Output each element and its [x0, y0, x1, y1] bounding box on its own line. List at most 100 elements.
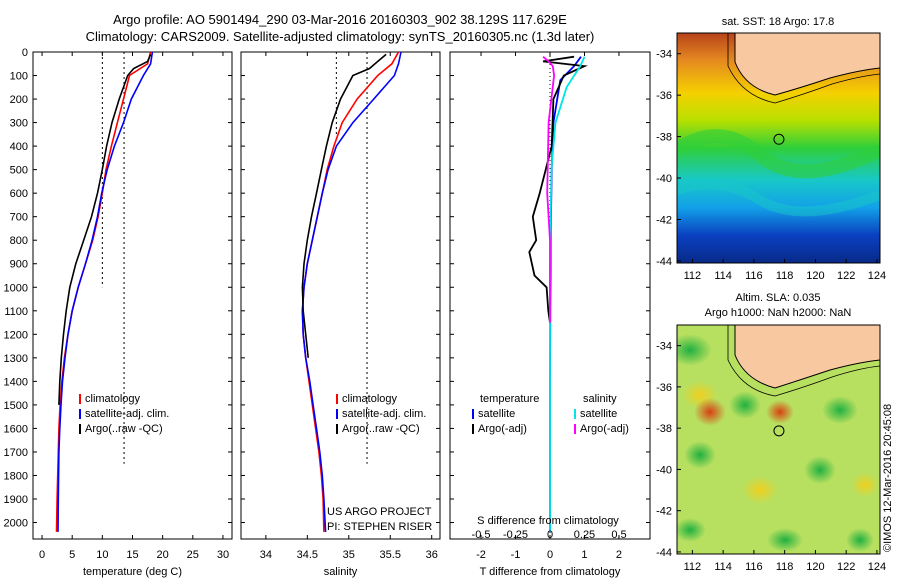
plot-frame — [240, 51, 441, 540]
y-tick-label: 100 — [10, 71, 28, 83]
legend-entry: Argo(-adj) — [478, 423, 527, 435]
x-tick-label: 34 — [260, 549, 272, 561]
sla-anomaly — [851, 473, 879, 497]
x-tick-label: 120 — [806, 270, 824, 282]
credit-annotation: PI: STEPHEN RISER — [327, 521, 432, 533]
y-tick-label: 900 — [10, 259, 28, 271]
x-tick-label: 122 — [837, 270, 855, 282]
x-tick-label: 36 — [426, 549, 438, 561]
salinity-panel: 34 34.5 35 35.5 36 salinity climatology satelli… — [240, 51, 441, 578]
sla-map-subtitle: Argo h1000: NaN h2000: NaN — [705, 307, 852, 319]
argo-position-marker — [773, 425, 785, 437]
land-australia — [734, 33, 880, 96]
x-tick-label: 20 — [157, 549, 169, 561]
sla-anomaly — [684, 441, 716, 469]
y-tick-label: 500 — [10, 165, 28, 177]
argo-position-marker — [773, 133, 785, 145]
y-tick-label: -42 — [656, 214, 672, 226]
x-tick-label: 116 — [745, 561, 763, 573]
y-tick-label: 1500 — [4, 400, 28, 412]
sla-anomaly — [766, 400, 794, 424]
x-tick-label: 1 — [581, 549, 587, 561]
x-tick-label: 30 — [217, 549, 229, 561]
y-tick-label: -34 — [656, 341, 672, 353]
isobath-contour — [727, 33, 880, 104]
y-tick-label: 200 — [10, 94, 28, 106]
y-tick-label: 0 — [22, 47, 28, 59]
x-tick-label: 0 — [547, 529, 553, 541]
y-tick-label: -36 — [656, 382, 672, 394]
plot-frame — [32, 51, 233, 540]
y-tick-label: 700 — [10, 212, 28, 224]
x-tick-label: -0.25 — [503, 529, 528, 541]
y-tick-label: -38 — [656, 423, 672, 435]
land-australia — [734, 325, 880, 389]
x-tick-label: 124 — [868, 270, 886, 282]
series-line — [542, 56, 556, 323]
x-tick-label: 114 — [714, 561, 732, 573]
sst-map-title: sat. SST: 18 Argo: 17.8 — [722, 16, 835, 28]
series-line — [57, 51, 154, 532]
x-tick-label: 0 — [39, 549, 45, 561]
y-tick-label: 2000 — [4, 518, 28, 530]
imos-timestamp: ©IMOS 12-Mar-2016 20:45:08 — [882, 404, 894, 552]
x-tick-label: 114 — [714, 270, 732, 282]
sla-anomaly — [729, 391, 761, 419]
x-tick-label: -0.5 — [472, 529, 491, 541]
legend-entry: climatology — [342, 393, 398, 405]
x-tick-label: 0.5 — [611, 529, 626, 541]
sst-map: sat. SST: 18 Argo: 17.8 112 114 116 118 120 1… — [656, 16, 886, 282]
sla-anomaly — [804, 456, 836, 484]
legend-entry: satellite — [580, 408, 617, 420]
x-axis-label: temperature (deg C) — [83, 566, 182, 578]
sla-anomaly — [677, 518, 706, 542]
x-axis-label: S difference from climatology — [477, 515, 619, 527]
y-tick-label: 1000 — [4, 282, 28, 294]
sla-map-axes: 112 114 116 118 120 122 124 -34 -36 -38 -40 -42 -44 — [656, 341, 886, 573]
x-tick-label: 34.5 — [297, 549, 318, 561]
sla-map: Altim. SLA: 0.035 Argo h1000: NaN h2000:… — [656, 292, 886, 573]
legend-header: temperature — [480, 393, 539, 405]
y-tick-label: -40 — [656, 173, 672, 185]
x-tick-label: 118 — [776, 270, 794, 282]
credit-annotation: US ARGO PROJECT — [327, 506, 432, 518]
legend-entry: satellite — [478, 408, 515, 420]
y-tick-label: -34 — [656, 49, 672, 61]
difference-panel: -2 -1 0 1 2 T difference from climatology temp… — [449, 51, 651, 578]
y-tick-label: 1100 — [4, 306, 28, 318]
x-tick-label: 35 — [343, 549, 355, 561]
sla-map-title: Altim. SLA: 0.035 — [736, 292, 821, 304]
x-tick-label: 0.25 — [574, 529, 595, 541]
sst-front — [677, 129, 880, 179]
y-tick-label: 1700 — [4, 447, 28, 459]
x-axis-label: T difference from climatology — [480, 566, 621, 578]
series-line — [58, 54, 152, 405]
series-line — [301, 53, 387, 358]
sst-front — [677, 179, 880, 217]
y-tick-label: 1900 — [4, 494, 28, 506]
x-tick-label: 122 — [837, 561, 855, 573]
x-tick-label: 10 — [96, 549, 108, 561]
y-tick-label: 1400 — [4, 376, 28, 388]
x-tick-label: 5 — [69, 549, 75, 561]
sla-anomaly — [742, 476, 778, 504]
isobath-contour — [727, 325, 880, 397]
x-tick-label: 116 — [745, 270, 763, 282]
legend-entry: Argo(-adj) — [580, 423, 629, 435]
x-axis-label: salinity — [324, 566, 358, 578]
series-line — [301, 51, 402, 532]
sst-map-axes: 112 114 116 118 120 122 124 -34 -36 -38 -40 -42 -44 — [656, 49, 886, 282]
sla-anomaly — [822, 396, 858, 424]
x-tick-label: 112 — [684, 270, 702, 282]
sla-frame — [676, 324, 881, 555]
x-tick-label: 35.5 — [380, 549, 401, 561]
y-tick-label: -40 — [656, 464, 672, 476]
x-tick-label: 124 — [868, 561, 886, 573]
legend-entry: Argo(..raw -QC) — [342, 423, 420, 435]
x-tick-label: 2 — [616, 549, 622, 561]
y-tick-label: -44 — [656, 256, 672, 268]
sla-anomaly — [767, 528, 803, 552]
sla-anomaly — [677, 334, 712, 366]
x-tick-label: 15 — [126, 549, 138, 561]
